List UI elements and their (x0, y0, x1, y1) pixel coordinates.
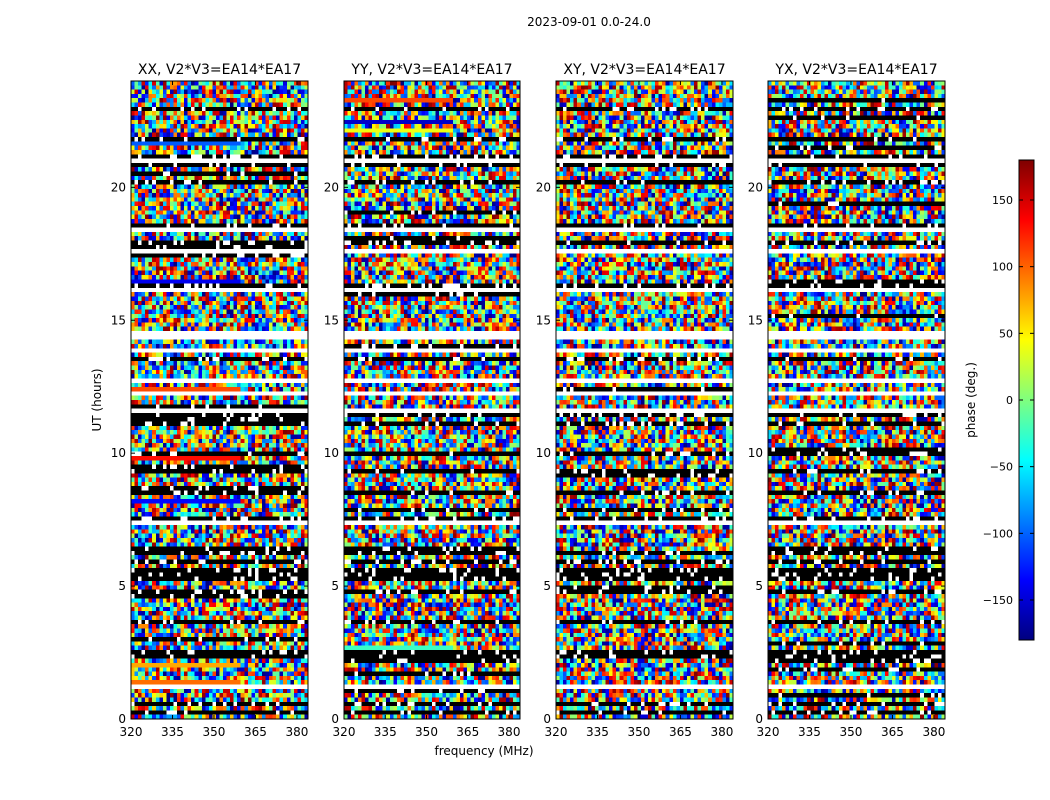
colorbar: −150 −100 −50 0 50 100 150 (983, 159, 1035, 641)
y-tick-label: 0 (543, 712, 551, 726)
y-tick-label: 10 (324, 446, 339, 460)
x-tick-label: 350 (203, 725, 226, 739)
y-axis-label: UT (hours) (90, 368, 104, 431)
panel-frame (767, 80, 946, 720)
x-tick-label: 380 (285, 725, 308, 739)
phase-heatmap (131, 81, 308, 719)
x-axis-label: frequency (MHz) (434, 744, 533, 758)
y-tick-label: 10 (536, 446, 551, 460)
x-tick-label: 335 (798, 725, 821, 739)
y-tick-label: 15 (536, 313, 551, 327)
panel-2: YY, V2*V3=EA14*EA17 320 335 350 365 380 0 5 10 15… (324, 62, 521, 739)
panels: XX, V2*V3=EA14*EA17 320 335 350 365 380 0 5 10 15… (111, 62, 946, 739)
panel-frame (555, 80, 734, 720)
x-tick-label: 380 (710, 725, 733, 739)
phase-heatmap (556, 81, 733, 719)
x-tick-label: 365 (244, 725, 267, 739)
y-tick-label: 15 (324, 313, 339, 327)
x-tick-label: 350 (840, 725, 863, 739)
colorbar-tick-label: −50 (990, 461, 1013, 474)
x-tick-label: 335 (586, 725, 609, 739)
x-tick-label: 335 (161, 725, 184, 739)
x-tick-label: 380 (922, 725, 945, 739)
y-tick-label: 5 (755, 579, 763, 593)
x-tick-label: 365 (881, 725, 904, 739)
x-tick-label: 320 (120, 725, 143, 739)
x-tick-label: 320 (757, 725, 780, 739)
x-tick-label: 335 (374, 725, 397, 739)
panel-frame (130, 80, 309, 720)
panel-title: YY, V2*V3=EA14*EA17 (350, 62, 512, 78)
y-tick-label: 5 (331, 579, 339, 593)
panel-title: XX, V2*V3=EA14*EA17 (138, 62, 301, 78)
panel-frame (343, 80, 521, 720)
y-tick-label: 10 (748, 446, 763, 460)
x-tick-label: 350 (415, 725, 438, 739)
colorbar-tick-label: 0 (1006, 394, 1013, 407)
x-tick-label: 365 (669, 725, 692, 739)
panel-title: XY, V2*V3=EA14*EA17 (563, 62, 725, 78)
panel-3: XY, V2*V3=EA14*EA17 320 335 350 365 380 0 5 10 15… (536, 62, 734, 739)
phase-heatmap (768, 81, 945, 719)
phase-heatmap (344, 81, 520, 719)
panel-title: YX, V2*V3=EA14*EA17 (774, 62, 937, 78)
y-tick-label: 10 (111, 446, 126, 460)
y-tick-label: 20 (536, 180, 551, 194)
y-tick-label: 0 (118, 712, 126, 726)
x-tick-label: 350 (628, 725, 651, 739)
y-tick-label: 5 (118, 579, 126, 593)
colorbar-tick-label: 100 (992, 261, 1013, 274)
x-tick-label: 320 (545, 725, 568, 739)
y-tick-label: 20 (111, 180, 126, 194)
x-tick-label: 320 (333, 725, 356, 739)
colorbar-tick-label: 50 (999, 327, 1013, 340)
y-tick-label: 0 (755, 712, 763, 726)
y-tick-label: 15 (748, 313, 763, 327)
y-tick-label: 20 (324, 180, 339, 194)
figure-title: 2023-09-01 0.0-24.0 (527, 15, 651, 29)
panel-1: XX, V2*V3=EA14*EA17 320 335 350 365 380 0 5 10 15… (111, 62, 309, 739)
colorbar-tick-label: −100 (983, 527, 1013, 540)
x-tick-label: 365 (456, 725, 479, 739)
y-tick-label: 15 (111, 313, 126, 327)
colorbar-label: phase (deg.) (964, 362, 978, 438)
x-tick-label: 380 (498, 725, 521, 739)
y-tick-label: 5 (543, 579, 551, 593)
y-tick-label: 20 (748, 180, 763, 194)
colorbar-tick-label: −150 (983, 594, 1013, 607)
panel-4: YX, V2*V3=EA14*EA17 320 335 350 365 380 0 5 10 15… (748, 62, 946, 739)
y-tick-label: 0 (331, 712, 339, 726)
colorbar-tick-label: 150 (992, 194, 1013, 207)
